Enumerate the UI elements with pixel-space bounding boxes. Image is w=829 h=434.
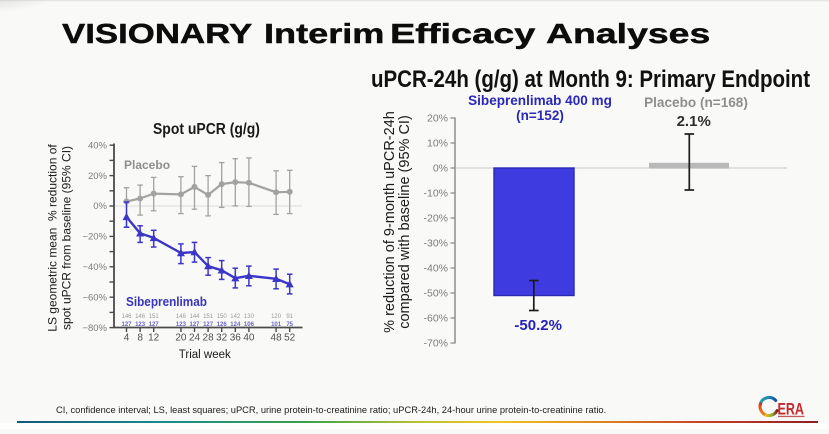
svg-text:150: 150 xyxy=(217,314,228,320)
svg-text:ERA: ERA xyxy=(778,399,805,418)
svg-text:146: 146 xyxy=(135,314,146,320)
svg-text:-50%: -50% xyxy=(423,288,448,300)
svg-text:127: 127 xyxy=(121,322,132,328)
svg-text:20%: 20% xyxy=(88,171,108,182)
svg-text:−60%: −60% xyxy=(82,292,107,303)
svg-text:40%: 40% xyxy=(88,140,108,151)
svg-text:10%: 10% xyxy=(427,138,448,150)
svg-text:126: 126 xyxy=(217,322,228,328)
svg-text:142: 142 xyxy=(230,314,241,320)
svg-text:146: 146 xyxy=(176,314,187,320)
svg-text:-20%: -20% xyxy=(423,213,448,225)
svg-text:−40%: −40% xyxy=(82,262,107,273)
svg-text:36: 36 xyxy=(230,333,242,344)
svg-text:52: 52 xyxy=(284,333,296,344)
svg-text:91: 91 xyxy=(286,314,293,320)
svg-text:0%: 0% xyxy=(93,201,107,212)
svg-text:127: 127 xyxy=(203,322,214,328)
svg-text:40: 40 xyxy=(243,333,255,344)
svg-text:-40%: -40% xyxy=(423,263,448,275)
svg-text:127: 127 xyxy=(189,322,200,328)
svg-text:144: 144 xyxy=(189,314,200,320)
svg-text:48: 48 xyxy=(271,333,283,344)
svg-text:24: 24 xyxy=(189,333,201,344)
svg-text:8: 8 xyxy=(137,333,143,344)
svg-text:151: 151 xyxy=(203,314,214,320)
svg-text:123: 123 xyxy=(176,322,187,328)
svg-text:0%: 0% xyxy=(433,163,448,175)
svg-text:151: 151 xyxy=(149,314,160,320)
svg-text:-30%: -30% xyxy=(423,238,448,250)
svg-text:146: 146 xyxy=(121,314,132,320)
svg-text:123: 123 xyxy=(135,322,146,328)
svg-text:-60%: -60% xyxy=(423,313,448,325)
svg-text:20%: 20% xyxy=(427,113,448,125)
svg-text:120: 120 xyxy=(271,314,282,320)
svg-text:127: 127 xyxy=(149,322,160,328)
svg-text:32: 32 xyxy=(216,333,228,344)
svg-text:12: 12 xyxy=(148,333,160,344)
svg-text:-70%: -70% xyxy=(423,338,448,350)
svg-text:−20%: −20% xyxy=(82,232,107,243)
svg-text:−80%: −80% xyxy=(82,323,107,334)
svg-text:130: 130 xyxy=(244,314,255,320)
svg-text:101: 101 xyxy=(271,322,282,328)
svg-text:28: 28 xyxy=(203,333,215,344)
svg-text:75: 75 xyxy=(286,322,293,328)
svg-text:106: 106 xyxy=(244,322,255,328)
svg-text:124: 124 xyxy=(230,322,241,328)
svg-text:4: 4 xyxy=(124,333,130,344)
svg-text:20: 20 xyxy=(175,333,187,344)
svg-text:-10%: -10% xyxy=(423,188,448,200)
